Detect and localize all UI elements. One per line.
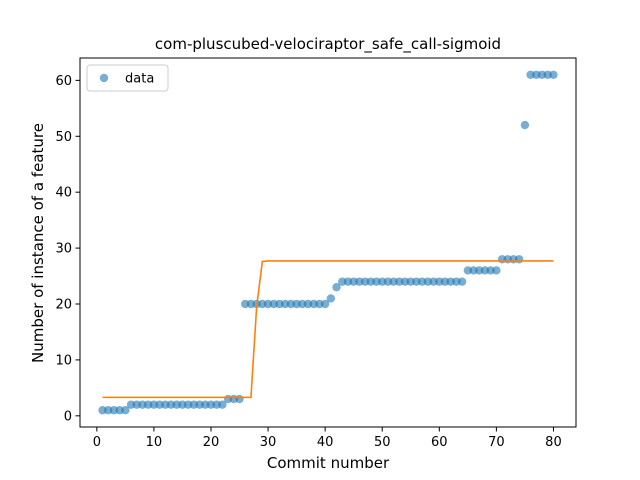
data-point — [326, 294, 336, 303]
chart-title: com-pluscubed-velociraptor_safe_call-sig… — [155, 35, 501, 54]
x-tick-label: 50 — [374, 435, 391, 450]
y-tick-label: 30 — [55, 242, 72, 257]
x-tick-label: 80 — [545, 435, 562, 450]
y-tick-label: 60 — [55, 74, 72, 89]
x-tick-label: 0 — [93, 435, 101, 450]
data-point — [457, 277, 467, 286]
x-tick-label: 70 — [488, 435, 505, 450]
data-point — [332, 283, 341, 292]
legend-marker — [99, 73, 109, 83]
data-point — [121, 406, 130, 415]
data-point — [549, 70, 558, 79]
plot-area — [98, 70, 558, 415]
legend: data — [86, 64, 169, 92]
y-tick-label: 20 — [55, 298, 72, 313]
legend-box — [86, 64, 169, 92]
data-point — [218, 400, 227, 409]
data-point — [492, 266, 501, 275]
y-tick-label: 10 — [55, 353, 72, 368]
legend-label: data — [125, 72, 154, 87]
data-point — [235, 394, 244, 404]
data-point — [515, 255, 524, 264]
y-tick-label: 40 — [55, 186, 72, 201]
data-point — [520, 120, 530, 130]
x-tick-label: 40 — [317, 435, 334, 450]
fit-line — [102, 260, 554, 399]
x-tick-label: 60 — [431, 435, 448, 450]
x-tick-label: 30 — [260, 435, 277, 450]
y-tick-label: 50 — [55, 130, 72, 145]
axes: 0 10 20 30 40 50 60 70 80 0 10 20 30 40 50 60 — [55, 57, 577, 450]
data-point — [320, 299, 330, 309]
x-tick-label: 10 — [146, 435, 163, 450]
axes-frame — [79, 57, 577, 428]
y-tick-label: 0 — [64, 409, 72, 424]
y-axis-label: Number of instance of a feature — [29, 123, 47, 363]
x-tick-label: 20 — [203, 435, 220, 450]
x-axis-label: Commit number — [267, 454, 390, 472]
